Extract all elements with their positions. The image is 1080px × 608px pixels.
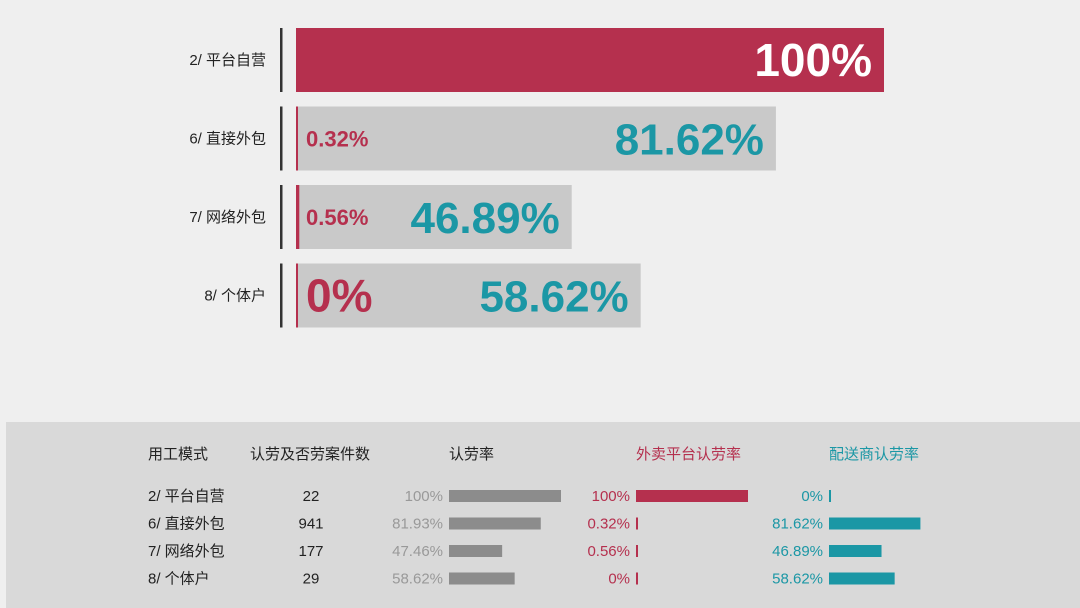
table-header: 外卖平台认劳率: [636, 446, 741, 463]
bar-distributor-label: 81.62%: [615, 116, 764, 165]
bar-distributor: [296, 263, 641, 328]
bar-platform-label: 0%: [306, 270, 372, 322]
table-overall-bar: [449, 545, 503, 557]
table-overall-bar: [449, 517, 541, 530]
bar-value-label: 100%: [754, 34, 872, 86]
table-distributor-bar: [829, 545, 882, 557]
summary-table-panel: 用工模式 认劳及否劳案件数 认劳率 外卖平台认劳率 配送商认劳率 2/ 平台自营 22 100…: [6, 422, 1080, 608]
table-distributor-label: 46.89%: [772, 543, 823, 560]
table-platform-bar: [636, 572, 638, 585]
table-distributor-label: 81.62%: [772, 516, 823, 533]
table-distributor-bar: [829, 517, 921, 530]
table-platform-bar: [636, 545, 638, 557]
axis-tick-bar: [280, 185, 283, 249]
table-platform-label: 0.32%: [587, 516, 630, 533]
bar-distributor-label: 46.89%: [410, 194, 559, 243]
table-overall-label: 47.46%: [392, 543, 443, 560]
table-count: 22: [303, 488, 320, 505]
table-distributor-bar: [829, 490, 831, 502]
table-overall-bar: [449, 572, 515, 585]
axis-tick-bar: [280, 263, 283, 328]
bar-distributor: [296, 106, 776, 171]
table-count: 941: [298, 516, 323, 533]
table-platform-label: 0.56%: [587, 543, 630, 560]
table-header: 认劳率: [449, 446, 494, 463]
table-mode: 7/ 网络外包: [148, 543, 225, 560]
bar-distributor-label: 58.62%: [479, 273, 628, 322]
bar-distributor: [296, 185, 572, 249]
table-header: 认劳及否劳案件数: [250, 445, 370, 463]
table-distributor-label: 0%: [801, 488, 823, 505]
table-overall-label: 81.93%: [392, 516, 443, 533]
bar-platform: [296, 106, 298, 171]
table-overall-label: 100%: [405, 488, 443, 505]
table-header: 用工模式: [148, 446, 208, 463]
bar-platform-label: 0.56%: [306, 205, 368, 230]
main-bar-chart: 2/ 平台自营 100% 6/ 直接外包 0.32% 81.62% 7/ 网络外包 0.56…: [189, 28, 884, 328]
table-mode: 6/ 直接外包: [148, 516, 225, 533]
table-overall-bar: [449, 490, 561, 502]
bar-platform: [296, 263, 298, 328]
category-label: 7/ 网络外包: [189, 209, 266, 226]
table-mode: 2/ 平台自营: [148, 488, 225, 505]
table-platform-bar: [636, 490, 748, 502]
summary-table-chart: 用工模式 认劳及否劳案件数 认劳率 外卖平台认劳率 配送商认劳率 2/ 平台自营 22 100…: [148, 445, 921, 588]
table-platform-bar: [636, 517, 638, 530]
axis-tick-bar: [280, 106, 283, 171]
table-count: 177: [298, 543, 323, 560]
category-label: 2/ 平台自营: [189, 52, 266, 69]
axis-tick-bar: [280, 28, 283, 92]
bar-platform: [296, 185, 300, 249]
bar-platform: [296, 28, 884, 92]
table-platform-label: 100%: [592, 488, 630, 505]
table-header: 配送商认劳率: [829, 446, 919, 463]
table-count: 29: [303, 571, 320, 588]
category-label: 8/ 个体户: [204, 288, 266, 305]
table-mode: 8/ 个体户: [148, 571, 210, 588]
category-label: 6/ 直接外包: [189, 131, 266, 148]
table-distributor-bar: [829, 572, 895, 585]
bar-platform-label: 0.32%: [306, 127, 368, 152]
table-distributor-label: 58.62%: [772, 571, 823, 588]
table-platform-label: 0%: [608, 571, 630, 588]
table-overall-label: 58.62%: [392, 571, 443, 588]
